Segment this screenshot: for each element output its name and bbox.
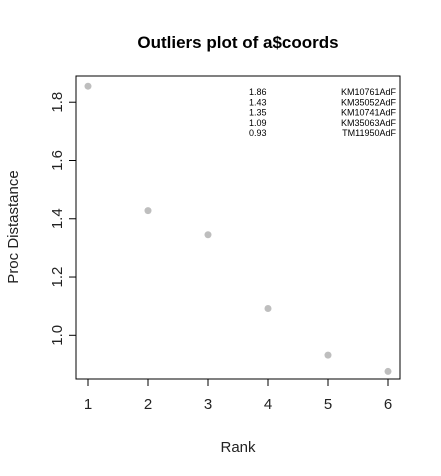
x-axis: 1 2 3 4 5 6 xyxy=(84,379,392,413)
x-tick-label: 6 xyxy=(384,396,392,413)
legend-value: 0.93 xyxy=(249,128,267,138)
legend-label: TM11950AdF xyxy=(342,128,396,138)
legend-label: KM35052AdF xyxy=(341,97,397,107)
data-point xyxy=(384,367,392,375)
legend-value: 1.09 xyxy=(249,118,267,128)
legend-value: 1.35 xyxy=(249,108,267,118)
legend-label: KM10761AdF xyxy=(341,87,397,97)
data-point xyxy=(144,207,152,215)
legend-value: 1.43 xyxy=(249,97,267,107)
data-point xyxy=(84,82,92,90)
x-tick-label: 2 xyxy=(144,396,152,413)
plot-frame xyxy=(75,75,401,380)
legend-value: 1.86 xyxy=(249,87,267,97)
x-axis-label: Rank xyxy=(220,439,256,456)
chart-title: Outliers plot of a$coords xyxy=(137,33,338,52)
x-tick-label: 3 xyxy=(204,396,212,413)
y-tick-label: 1.6 xyxy=(49,150,66,171)
y-axis-label: Proc Distastance xyxy=(5,170,22,283)
data-point xyxy=(264,304,272,312)
data-points xyxy=(84,82,392,375)
x-tick-label: 5 xyxy=(324,396,332,413)
y-tick-label: 1.2 xyxy=(49,267,66,288)
legend-label: KM10741AdF xyxy=(341,108,397,118)
x-tick-label: 1 xyxy=(84,396,92,413)
data-point xyxy=(204,231,212,239)
y-tick-label: 1.8 xyxy=(49,92,66,113)
legend-label: KM35063AdF xyxy=(341,118,397,128)
x-tick-label: 4 xyxy=(264,396,272,413)
y-axis: 1.0 1.2 1.4 1.6 1.8 xyxy=(49,92,76,346)
data-point xyxy=(324,351,332,359)
y-tick-label: 1.4 xyxy=(49,208,66,229)
y-tick-label: 1.0 xyxy=(49,325,66,346)
outlier-legend: 1.86 KM10761AdF 1.43 KM35052AdF 1.35 KM10741A… xyxy=(249,87,397,138)
